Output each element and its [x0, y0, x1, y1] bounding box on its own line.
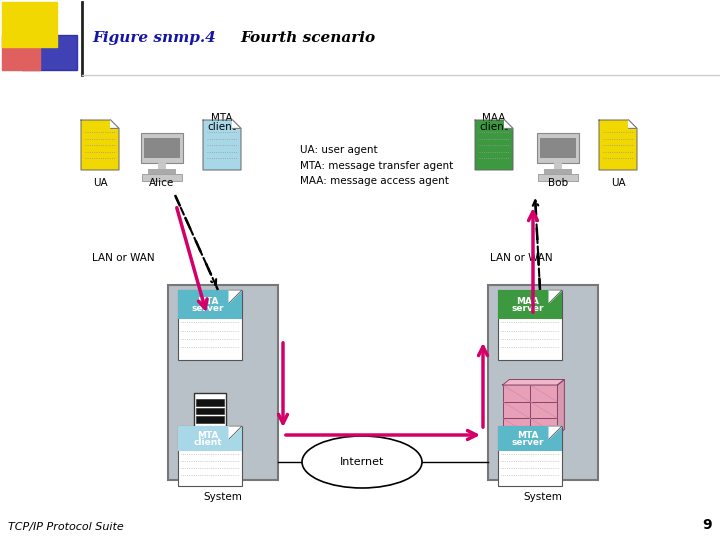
Text: TCP/IP Protocol Suite: TCP/IP Protocol Suite	[8, 522, 124, 532]
Polygon shape	[549, 290, 562, 303]
FancyBboxPatch shape	[503, 385, 530, 402]
FancyBboxPatch shape	[540, 138, 576, 158]
Text: UA: user agent
MTA: message transfer agent
MAA: message access agent: UA: user agent MTA: message transfer age…	[300, 145, 454, 186]
Polygon shape	[229, 290, 242, 303]
Polygon shape	[503, 380, 564, 385]
Text: client: client	[194, 437, 222, 447]
Polygon shape	[549, 426, 562, 439]
Polygon shape	[599, 120, 637, 170]
FancyBboxPatch shape	[498, 426, 562, 451]
FancyBboxPatch shape	[538, 174, 578, 181]
Text: MTA: MTA	[197, 430, 219, 440]
FancyBboxPatch shape	[144, 138, 180, 158]
Text: Figure snmp.4: Figure snmp.4	[92, 31, 216, 45]
FancyBboxPatch shape	[142, 174, 182, 181]
Polygon shape	[111, 120, 119, 129]
FancyBboxPatch shape	[537, 133, 579, 163]
FancyBboxPatch shape	[178, 290, 242, 319]
FancyBboxPatch shape	[498, 290, 562, 319]
Text: 9: 9	[703, 518, 712, 532]
Polygon shape	[229, 426, 242, 439]
Text: MTA: MTA	[211, 113, 233, 123]
Text: UA: UA	[93, 178, 107, 188]
FancyBboxPatch shape	[503, 418, 530, 435]
Polygon shape	[557, 380, 564, 435]
Bar	[2, 35, 40, 70]
FancyBboxPatch shape	[530, 418, 557, 435]
FancyBboxPatch shape	[554, 163, 562, 169]
FancyBboxPatch shape	[196, 416, 224, 423]
Text: LAN or WAN: LAN or WAN	[92, 253, 155, 263]
FancyBboxPatch shape	[178, 426, 242, 486]
Bar	[2, 2, 57, 47]
Polygon shape	[203, 120, 241, 170]
FancyBboxPatch shape	[498, 290, 562, 360]
FancyBboxPatch shape	[503, 402, 530, 418]
FancyBboxPatch shape	[196, 408, 224, 414]
FancyBboxPatch shape	[194, 393, 226, 427]
Text: server: server	[512, 303, 544, 313]
Bar	[22, 35, 77, 70]
FancyBboxPatch shape	[148, 169, 176, 174]
Ellipse shape	[302, 436, 422, 488]
Text: Bob: Bob	[548, 178, 568, 188]
FancyBboxPatch shape	[158, 163, 166, 169]
Text: MAA: MAA	[516, 296, 539, 306]
Text: System: System	[523, 492, 562, 502]
FancyBboxPatch shape	[544, 169, 572, 174]
FancyBboxPatch shape	[488, 285, 598, 480]
FancyBboxPatch shape	[168, 285, 278, 480]
FancyBboxPatch shape	[178, 426, 242, 451]
Polygon shape	[233, 120, 241, 129]
Text: Internet: Internet	[340, 457, 384, 467]
FancyBboxPatch shape	[196, 399, 224, 406]
Text: UA: UA	[611, 178, 625, 188]
Text: server: server	[512, 437, 544, 447]
FancyBboxPatch shape	[530, 402, 557, 418]
Text: System: System	[204, 492, 243, 502]
Text: Fourth scenario: Fourth scenario	[240, 31, 375, 45]
FancyBboxPatch shape	[498, 426, 562, 486]
Text: MTA: MTA	[197, 296, 219, 306]
Text: LAN or WAN: LAN or WAN	[490, 253, 553, 263]
FancyBboxPatch shape	[141, 133, 183, 163]
Text: MTA: MTA	[517, 430, 539, 440]
Polygon shape	[629, 120, 637, 129]
Text: MAA: MAA	[482, 113, 505, 123]
Polygon shape	[81, 120, 119, 170]
FancyBboxPatch shape	[530, 385, 557, 402]
Text: client: client	[207, 122, 236, 132]
Text: Alice: Alice	[149, 178, 175, 188]
Text: client: client	[480, 122, 508, 132]
Polygon shape	[505, 120, 513, 129]
Polygon shape	[475, 120, 513, 170]
Text: server: server	[192, 303, 224, 313]
FancyBboxPatch shape	[178, 290, 242, 360]
